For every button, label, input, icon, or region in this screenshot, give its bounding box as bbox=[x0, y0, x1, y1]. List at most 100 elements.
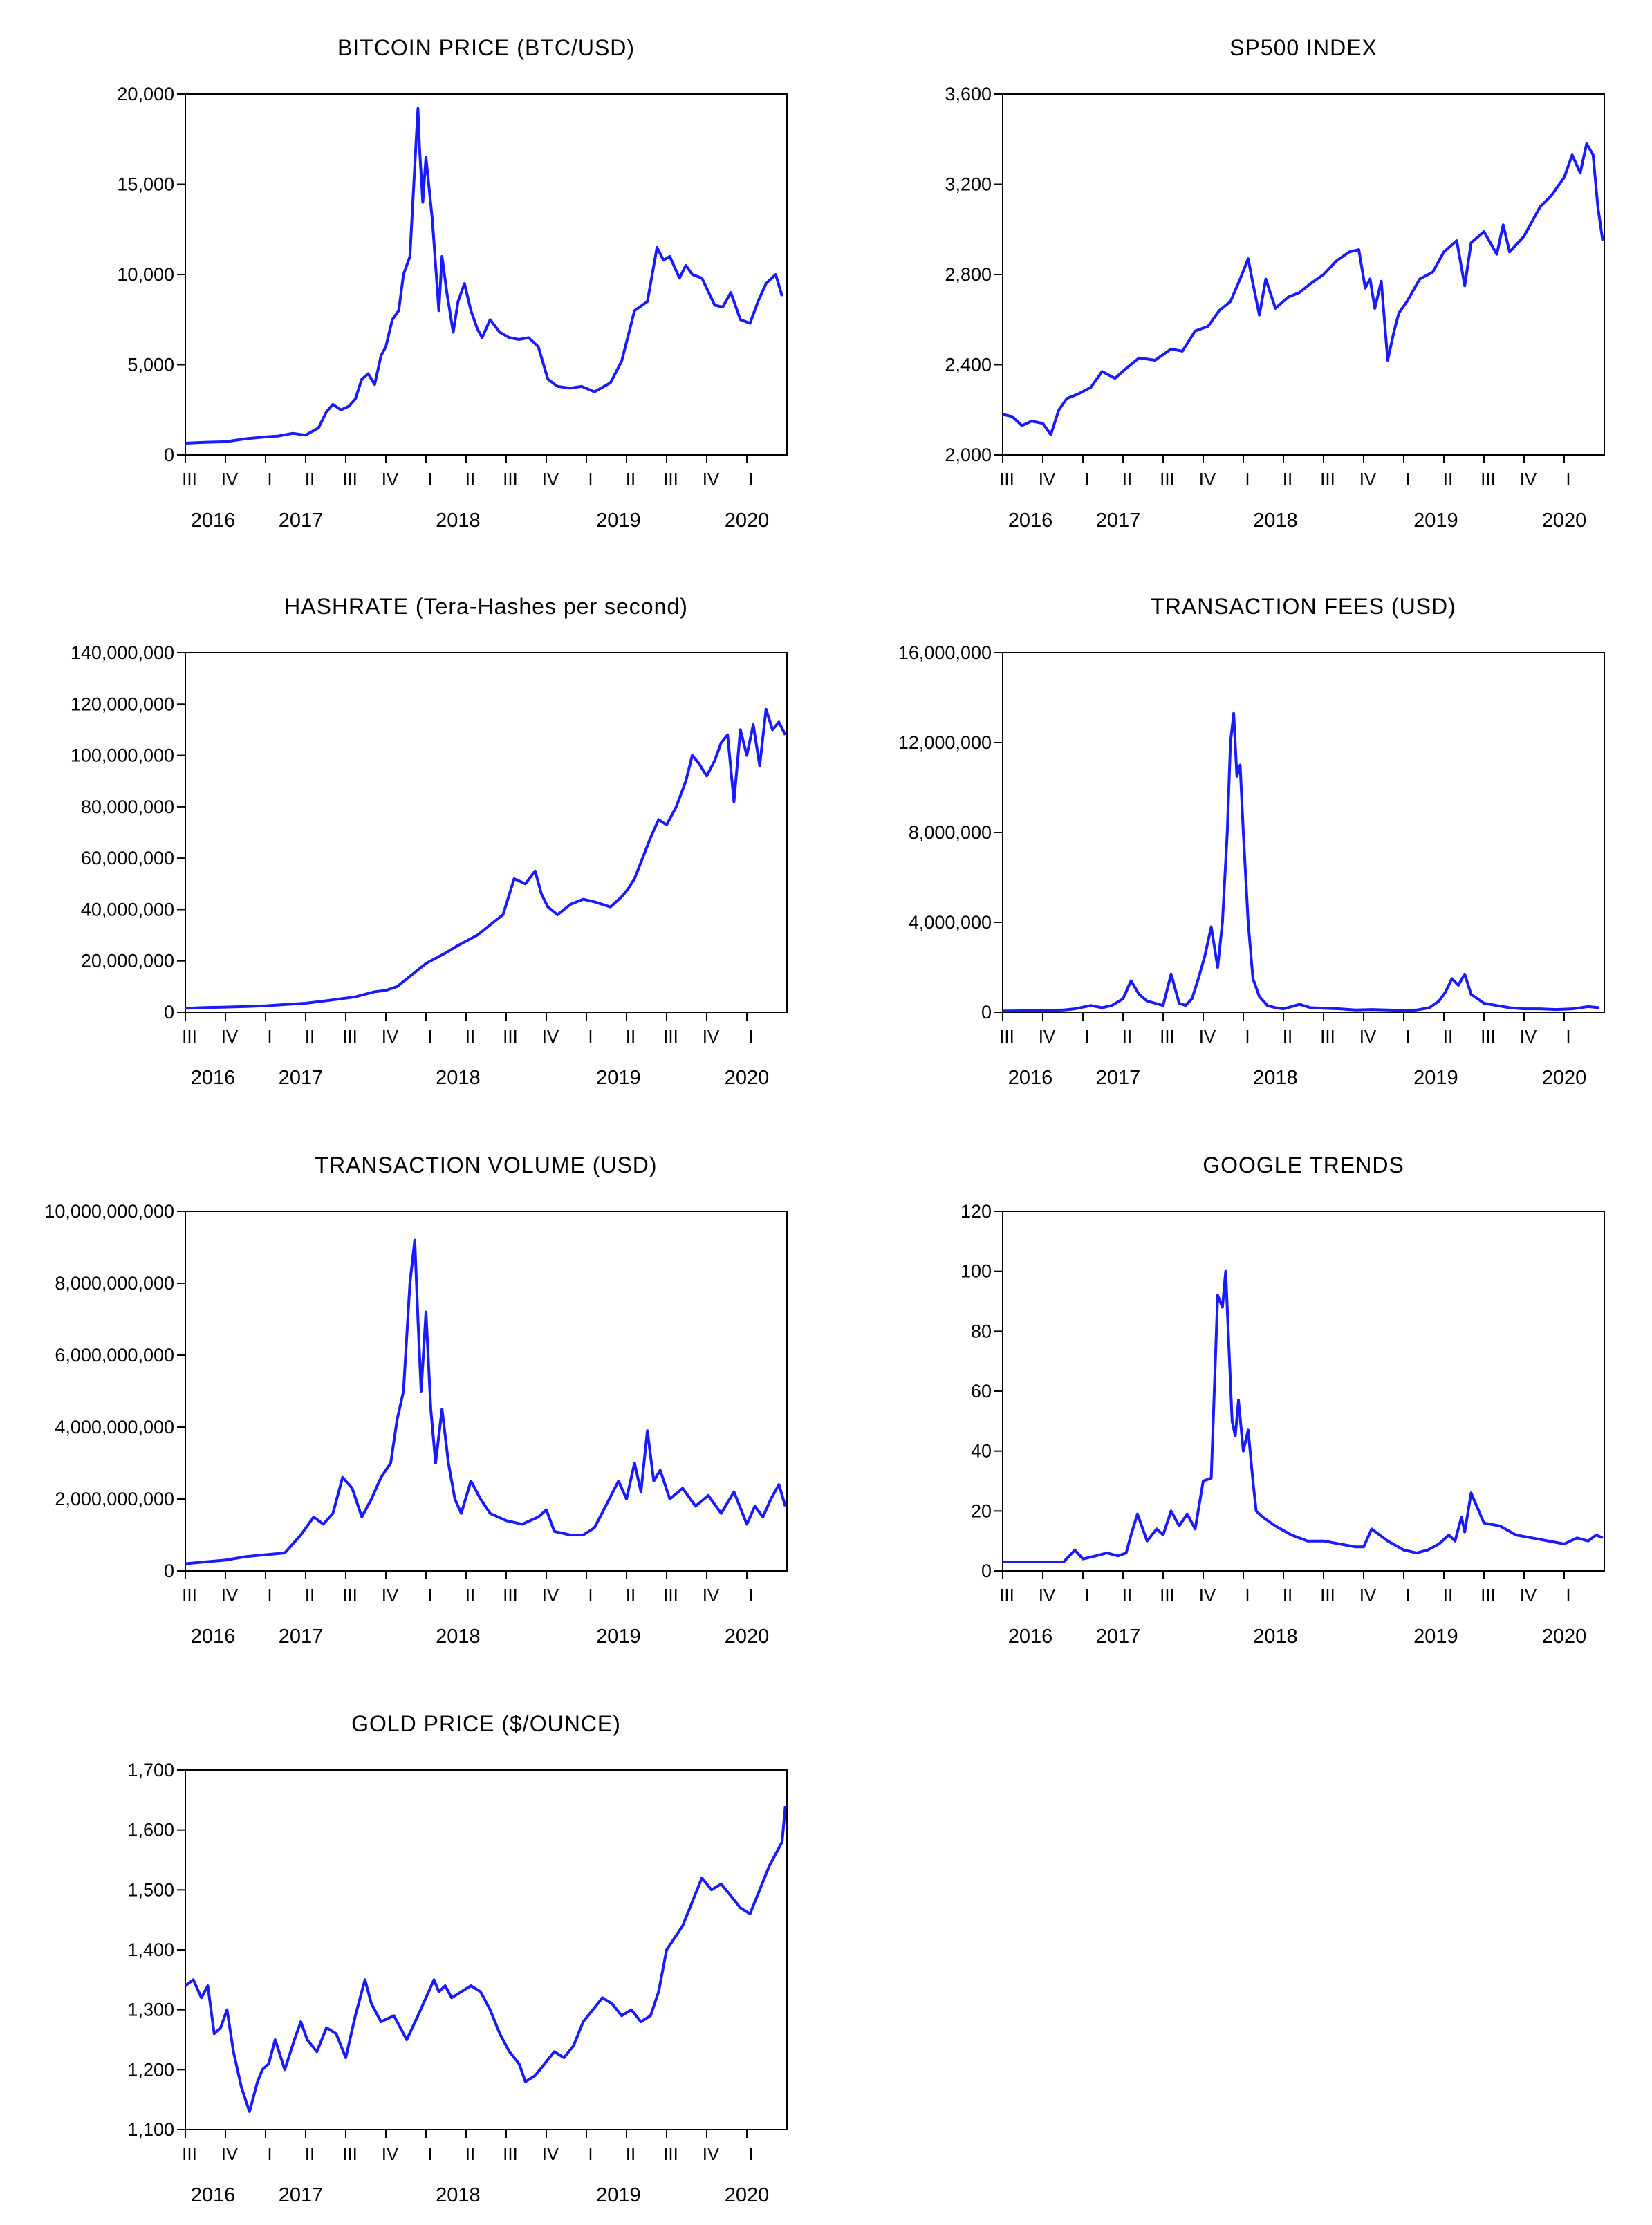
quarter-label: III bbox=[182, 2143, 197, 2164]
y-tick-label: 20 bbox=[971, 1500, 992, 1521]
y-tick-label: 16,000,000 bbox=[898, 642, 992, 663]
quarter-label: I bbox=[588, 2143, 593, 2164]
quarter-label: I bbox=[1566, 469, 1570, 490]
y-tick-label: 0 bbox=[164, 445, 174, 465]
quarter-label: III bbox=[663, 1026, 678, 1047]
quarter-label: III bbox=[1320, 1026, 1335, 1047]
year-label: 2017 bbox=[279, 2184, 324, 2206]
quarter-label: III bbox=[1160, 469, 1175, 490]
quarter-label: III bbox=[999, 1585, 1014, 1605]
plot-frame bbox=[1002, 93, 1605, 456]
quarter-label: IV bbox=[1359, 469, 1377, 490]
year-label: 2018 bbox=[436, 2184, 481, 2206]
plot-frame bbox=[1002, 652, 1605, 1013]
y-tick-label: 1,600 bbox=[127, 1820, 174, 1841]
y-tick-label: 80,000,000 bbox=[81, 797, 174, 817]
series-line bbox=[1002, 711, 1600, 1013]
y-tick-label: 100,000,000 bbox=[71, 745, 174, 766]
quarter-label: I bbox=[427, 1585, 432, 1605]
quarter-label: IV bbox=[382, 469, 399, 490]
quarter-label: I bbox=[1084, 1585, 1089, 1605]
quarter-label: III bbox=[182, 1585, 197, 1605]
quarter-label: III bbox=[503, 2143, 518, 2164]
chart-panel-6: GOLD PRICE ($/OUNCE) 1,100 1,200 1,300 1,400… bbox=[127, 1711, 788, 2206]
quarter-label: II bbox=[626, 1026, 635, 1047]
year-label: 2019 bbox=[596, 1067, 641, 1089]
plot-frame bbox=[185, 1211, 788, 1572]
quarter-label: I bbox=[748, 2143, 753, 2164]
y-tick-label: 140,000,000 bbox=[71, 642, 174, 663]
quarter-label: IV bbox=[1520, 1026, 1537, 1047]
quarter-label: IV bbox=[1359, 1026, 1377, 1047]
year-label: 2018 bbox=[1253, 1626, 1298, 1648]
quarter-label: II bbox=[1122, 469, 1132, 490]
year-label: 2016 bbox=[1008, 510, 1053, 532]
y-tick-label: 1,100 bbox=[127, 2119, 174, 2140]
quarter-label: II bbox=[626, 1585, 635, 1605]
quarter-label: IV bbox=[1199, 1585, 1216, 1605]
y-tick-label: 12,000,000 bbox=[898, 732, 992, 753]
quarter-label: I bbox=[427, 2143, 432, 2164]
quarter-label: I bbox=[588, 469, 593, 490]
y-tick-label: 2,800 bbox=[945, 264, 992, 285]
year-label: 2018 bbox=[1253, 510, 1298, 532]
quarter-label: IV bbox=[1199, 469, 1216, 490]
quarter-label: I bbox=[267, 1585, 272, 1605]
year-label: 2017 bbox=[279, 510, 324, 532]
year-label: 2017 bbox=[279, 1626, 324, 1648]
y-tick-label: 6,000,000,000 bbox=[55, 1345, 174, 1366]
year-label: 2019 bbox=[1413, 1626, 1458, 1648]
quarter-label: III bbox=[182, 1026, 197, 1047]
year-label: 2017 bbox=[1096, 510, 1141, 532]
series-line bbox=[1002, 142, 1604, 436]
quarter-label: IV bbox=[703, 2143, 720, 2164]
quarter-label: II bbox=[465, 2143, 475, 2164]
series-line bbox=[184, 1805, 787, 2113]
year-label: 2020 bbox=[1542, 1626, 1587, 1648]
year-label: 2018 bbox=[436, 1626, 481, 1648]
quarter-label: I bbox=[1405, 469, 1410, 490]
quarter-label: I bbox=[1245, 469, 1250, 490]
quarter-label: III bbox=[1320, 1585, 1335, 1605]
year-label: 2019 bbox=[596, 2184, 641, 2206]
y-tick-label: 8,000,000,000 bbox=[55, 1273, 174, 1294]
quarter-label: IV bbox=[703, 1026, 720, 1047]
y-tick-label: 2,400 bbox=[945, 355, 992, 375]
quarter-label: IV bbox=[1039, 1026, 1056, 1047]
quarter-label: III bbox=[342, 2143, 358, 2164]
quarter-label: IV bbox=[382, 1026, 399, 1047]
quarter-label: III bbox=[503, 1585, 518, 1605]
y-tick-label: 0 bbox=[981, 1561, 992, 1581]
quarter-label: II bbox=[465, 1026, 475, 1047]
quarter-label: I bbox=[1084, 469, 1089, 490]
quarter-label: III bbox=[1481, 1585, 1496, 1605]
quarter-label: I bbox=[1566, 1585, 1570, 1605]
chart-title: GOOGLE TRENDS bbox=[1203, 1153, 1404, 1177]
year-label: 2019 bbox=[1413, 1067, 1458, 1089]
year-label: 2020 bbox=[725, 2184, 770, 2206]
quarter-label: III bbox=[1481, 469, 1496, 490]
quarter-label: II bbox=[1122, 1026, 1132, 1047]
y-tick-label: 60,000,000 bbox=[81, 848, 174, 868]
year-label: 2016 bbox=[191, 1067, 236, 1089]
quarter-label: IV bbox=[703, 1585, 720, 1605]
quarter-label: I bbox=[427, 1026, 432, 1047]
y-tick-label: 2,000,000,000 bbox=[55, 1489, 174, 1509]
chart-panel-3: TRANSACTION FEES (USD) 0 4,000,000 8,000,00… bbox=[898, 594, 1605, 1089]
quarter-label: IV bbox=[1520, 1585, 1537, 1605]
quarter-label: IV bbox=[542, 1026, 559, 1047]
y-tick-label: 40,000,000 bbox=[81, 899, 174, 920]
y-tick-label: 20,000 bbox=[117, 84, 174, 104]
year-label: 2019 bbox=[596, 1626, 641, 1648]
quarter-label: III bbox=[342, 1585, 358, 1605]
plot-frame bbox=[185, 1769, 788, 2130]
quarter-label: IV bbox=[221, 2143, 239, 2164]
quarter-label: I bbox=[1405, 1585, 1410, 1605]
year-label: 2019 bbox=[596, 510, 641, 532]
year-label: 2020 bbox=[1542, 1067, 1587, 1089]
quarter-label: III bbox=[663, 2143, 678, 2164]
quarter-label: IV bbox=[1039, 1585, 1056, 1605]
year-label: 2017 bbox=[279, 1067, 324, 1089]
y-tick-label: 1,700 bbox=[127, 1760, 174, 1780]
